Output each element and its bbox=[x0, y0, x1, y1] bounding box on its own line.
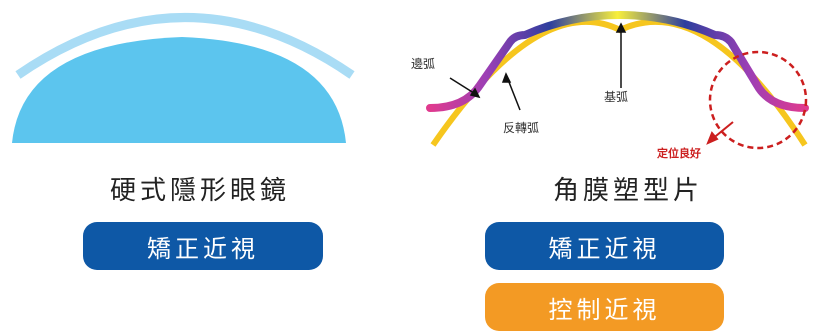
ortho-k-lens-curve bbox=[426, 11, 809, 112]
positioning-arrow bbox=[706, 121, 734, 145]
ortho-k-panel: 邊弧 反轉弧 基弧 定位良好 角膜塑型片 矯正近視 控制近視 bbox=[395, 0, 815, 331]
ortho-k-illustration: 邊弧 反轉弧 基弧 定位良好 bbox=[411, 11, 809, 160]
reverse-curve-label: 反轉弧 bbox=[503, 121, 539, 135]
correct-myopia-label: 矯正近視 bbox=[147, 234, 259, 263]
base-curve-label: 基弧 bbox=[604, 90, 628, 104]
rgp-lens-arc bbox=[15, 13, 355, 79]
correct-myopia-button-ortho[interactable]: 矯正近視 bbox=[485, 222, 724, 270]
rgp-lens-panel: 硬式隱形眼鏡 矯正近視 bbox=[0, 0, 390, 331]
label-arrows bbox=[449, 22, 627, 111]
cornea-shape bbox=[12, 37, 346, 143]
rgp-lens-title: 硬式隱形眼鏡 bbox=[110, 176, 291, 206]
control-myopia-button[interactable]: 控制近視 bbox=[485, 283, 724, 331]
positioning-highlight-circle bbox=[708, 50, 808, 150]
cornea-curve bbox=[430, 18, 808, 147]
rgp-lens-illustration bbox=[12, 13, 355, 143]
control-myopia-label: 控制近視 bbox=[548, 295, 661, 324]
edge-curve-label: 邊弧 bbox=[411, 57, 435, 71]
correct-myopia-button[interactable]: 矯正近視 bbox=[83, 222, 323, 270]
ortho-k-title: 角膜塑型片 bbox=[553, 176, 704, 206]
correct-myopia-label-ortho: 矯正近視 bbox=[548, 234, 661, 263]
positioning-label: 定位良好 bbox=[657, 146, 701, 160]
